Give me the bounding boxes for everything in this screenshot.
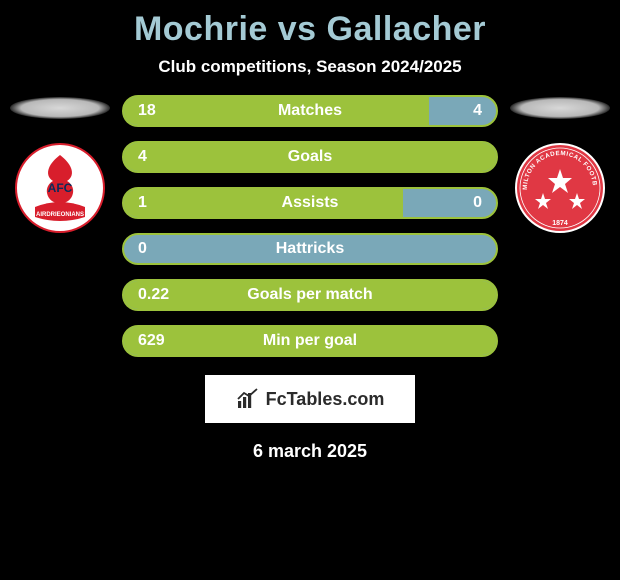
- right-player-placeholder: [510, 97, 610, 119]
- stat-left-value: 1: [124, 194, 236, 212]
- date-line: 6 march 2025: [0, 441, 620, 462]
- stat-label: Min per goal: [236, 332, 385, 350]
- stat-left-value: 629: [124, 332, 236, 350]
- brand-logo-icon: [236, 387, 260, 411]
- stat-bar: 0Hattricks: [122, 233, 498, 265]
- comparison-card: Mochrie vs Gallacher Club competitions, …: [0, 0, 620, 520]
- stat-label: Goals: [236, 148, 385, 166]
- left-player-column: AFC AIRDRIEONIANS: [8, 95, 112, 233]
- stat-bar: 629Min per goal: [122, 325, 498, 357]
- stat-left-value: 0.22: [124, 286, 236, 304]
- stat-bar: 18Matches4: [122, 95, 498, 127]
- content-row: AFC AIRDRIEONIANS 18Matches44Goals1Assis…: [0, 95, 620, 357]
- stat-left-value: 18: [124, 102, 236, 120]
- stat-left-value: 4: [124, 148, 236, 166]
- svg-text:AIRDRIEONIANS: AIRDRIEONIANS: [36, 212, 84, 218]
- brand-text: FcTables.com: [266, 389, 385, 410]
- right-crest-icon: HAMILTON ACADEMICAL FOOTBALL 1874: [515, 143, 605, 233]
- stat-right-value: 4: [384, 102, 496, 120]
- brand-badge[interactable]: FcTables.com: [205, 375, 415, 423]
- right-team-crest: HAMILTON ACADEMICAL FOOTBALL 1874: [515, 143, 605, 233]
- stat-bar: 1Assists0: [122, 187, 498, 219]
- stat-label: Assists: [236, 194, 385, 212]
- stat-label: Goals per match: [236, 286, 385, 304]
- left-player-placeholder: [10, 97, 110, 119]
- right-player-column: HAMILTON ACADEMICAL FOOTBALL 1874: [508, 95, 612, 233]
- stat-bar: 4Goals: [122, 141, 498, 173]
- stat-left-value: 0: [124, 240, 236, 258]
- svg-text:AFC: AFC: [48, 181, 73, 195]
- stat-right-value: 0: [384, 194, 496, 212]
- left-crest-icon: AFC AIRDRIEONIANS: [15, 143, 105, 233]
- left-team-crest: AFC AIRDRIEONIANS: [15, 143, 105, 233]
- stats-column: 18Matches44Goals1Assists00Hattricks0.22G…: [112, 95, 508, 357]
- stat-label: Hattricks: [236, 240, 385, 258]
- page-title: Mochrie vs Gallacher: [0, 10, 620, 49]
- svg-text:1874: 1874: [552, 220, 568, 227]
- stat-bar: 0.22Goals per match: [122, 279, 498, 311]
- stat-label: Matches: [236, 102, 385, 120]
- page-subtitle: Club competitions, Season 2024/2025: [0, 57, 620, 77]
